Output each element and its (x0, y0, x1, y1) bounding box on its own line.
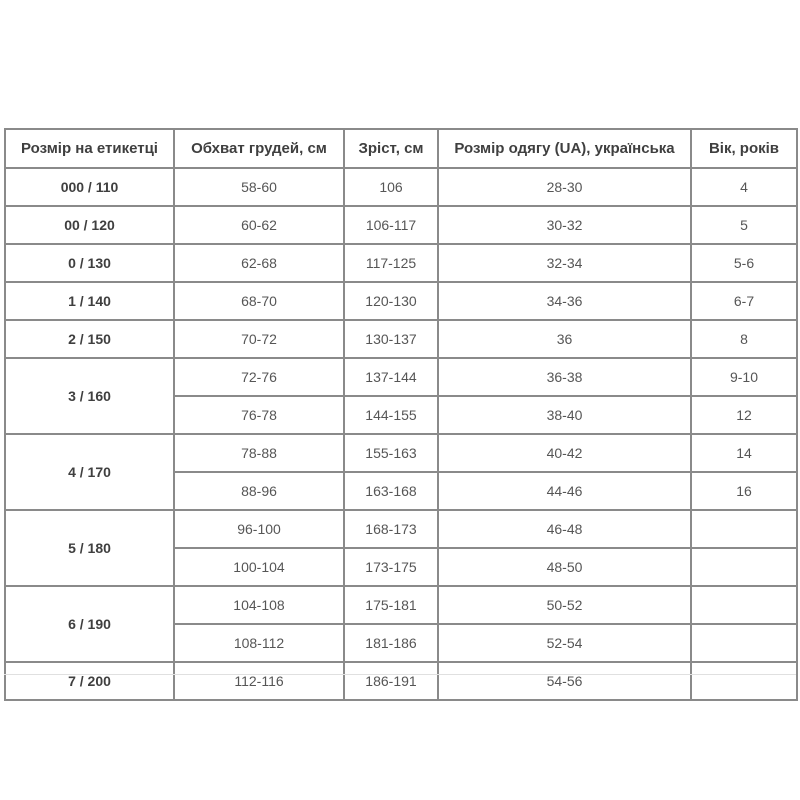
age-cell: 8 (690, 319, 798, 359)
ua-size-cell: 46-48 (437, 509, 692, 549)
chest-cell: 78-88 (173, 433, 345, 473)
age-cell (690, 661, 798, 701)
ua-size-cell: 34-36 (437, 281, 692, 321)
table-row: 4 / 170 78-88 155-163 40-42 14 (4, 433, 798, 511)
ua-size-cell: 32-34 (437, 243, 692, 283)
table-row: 6 / 190 104-108 175-181 50-52 (4, 585, 798, 663)
table-row: 76-78 144-155 38-40 12 (5, 395, 798, 435)
age-cell (690, 623, 798, 663)
height-cell: 173-175 (343, 547, 439, 587)
ua-size-cell: 54-56 (437, 661, 692, 701)
chest-cell: 70-72 (173, 319, 345, 359)
age-cell (690, 509, 798, 549)
height-cell: 186-191 (343, 661, 439, 701)
age-cell: 14 (690, 433, 798, 473)
table-row: 88-96 163-168 44-46 16 (5, 471, 798, 511)
size-label-cell: 3 / 160 (4, 357, 175, 435)
table-row: 108-112 181-186 52-54 (5, 623, 798, 663)
chest-cell: 112-116 (173, 661, 345, 701)
chest-cell: 100-104 (173, 547, 345, 587)
table-row: 7 / 200 112-116 186-191 54-56 (4, 661, 798, 701)
height-cell: 106-117 (343, 205, 439, 245)
column-header-age: Вік, років (690, 128, 798, 169)
chest-cell: 62-68 (173, 243, 345, 283)
height-cell: 117-125 (343, 243, 439, 283)
ua-size-cell: 38-40 (437, 395, 692, 435)
table-row: 1 / 140 68-70 120-130 34-36 6-7 (4, 281, 798, 321)
chest-cell: 68-70 (173, 281, 345, 321)
table-row: 2 / 150 70-72 130-137 36 8 (4, 319, 798, 359)
ua-size-cell: 36-38 (437, 357, 692, 397)
size-table-body: 000 / 110 58-60 106 28-30 4 00 / 120 60-62 106-… (4, 167, 798, 701)
chest-cell: 104-108 (173, 585, 345, 625)
age-cell: 4 (690, 167, 798, 207)
ua-size-cell: 30-32 (437, 205, 692, 245)
height-cell: 168-173 (343, 509, 439, 549)
column-header-size: Розмір на етикетці (4, 128, 175, 169)
size-label-cell: 000 / 110 (4, 167, 175, 207)
height-cell: 155-163 (343, 433, 439, 473)
size-label-cell: 7 / 200 (4, 661, 175, 701)
height-cell: 181-186 (343, 623, 439, 663)
ua-size-cell: 52-54 (437, 623, 692, 663)
age-cell (690, 585, 798, 625)
chest-cell: 88-96 (173, 471, 345, 511)
height-cell: 106 (343, 167, 439, 207)
height-cell: 175-181 (343, 585, 439, 625)
chest-cell: 108-112 (173, 623, 345, 663)
size-label-cell: 4 / 170 (4, 433, 175, 511)
chest-cell: 72-76 (173, 357, 345, 397)
column-header-chest: Обхват грудей, см (173, 128, 345, 169)
ua-size-cell: 44-46 (437, 471, 692, 511)
size-label-cell: 2 / 150 (4, 319, 175, 359)
height-cell: 130-137 (343, 319, 439, 359)
size-label-cell: 6 / 190 (4, 585, 175, 663)
chest-cell: 58-60 (173, 167, 345, 207)
age-cell: 5-6 (690, 243, 798, 283)
height-cell: 144-155 (343, 395, 439, 435)
size-label-cell: 5 / 180 (4, 509, 175, 587)
chest-cell: 76-78 (173, 395, 345, 435)
size-label-cell: 00 / 120 (4, 205, 175, 245)
age-cell: 6-7 (690, 281, 798, 321)
table-row: 000 / 110 58-60 106 28-30 4 (4, 167, 798, 207)
header-row: Розмір на етикетці Обхват грудей, см Зрі… (4, 128, 798, 169)
height-cell: 120-130 (343, 281, 439, 321)
table-row: 100-104 173-175 48-50 (5, 547, 798, 587)
table-row: 5 / 180 96-100 168-173 46-48 (4, 509, 798, 587)
size-chart-table: Розмір на етикетці Обхват грудей, см Зрі… (4, 128, 798, 701)
age-cell: 12 (690, 395, 798, 435)
table-row: 0 / 130 62-68 117-125 32-34 5-6 (4, 243, 798, 283)
table-header: Розмір на етикетці Обхват грудей, см Зрі… (4, 128, 798, 169)
table-row: 3 / 160 72-76 137-144 36-38 9-10 (4, 357, 798, 435)
size-label-cell: 1 / 140 (4, 281, 175, 321)
chest-cell: 60-62 (173, 205, 345, 245)
column-header-height: Зріст, см (343, 128, 439, 169)
size-label-cell: 0 / 130 (4, 243, 175, 283)
ua-size-cell: 48-50 (437, 547, 692, 587)
age-cell: 5 (690, 205, 798, 245)
height-cell: 163-168 (343, 471, 439, 511)
column-header-ua: Розмір одягу (UA), українська (437, 128, 692, 169)
age-cell: 16 (690, 471, 798, 511)
ua-size-cell: 28-30 (437, 167, 692, 207)
height-cell: 137-144 (343, 357, 439, 397)
age-cell: 9-10 (690, 357, 798, 397)
chest-cell: 96-100 (173, 509, 345, 549)
age-cell (690, 547, 798, 587)
ua-size-cell: 36 (437, 319, 692, 359)
ua-size-cell: 40-42 (437, 433, 692, 473)
ua-size-cell: 50-52 (437, 585, 692, 625)
table-row: 00 / 120 60-62 106-117 30-32 5 (4, 205, 798, 245)
divider-line (4, 674, 796, 675)
